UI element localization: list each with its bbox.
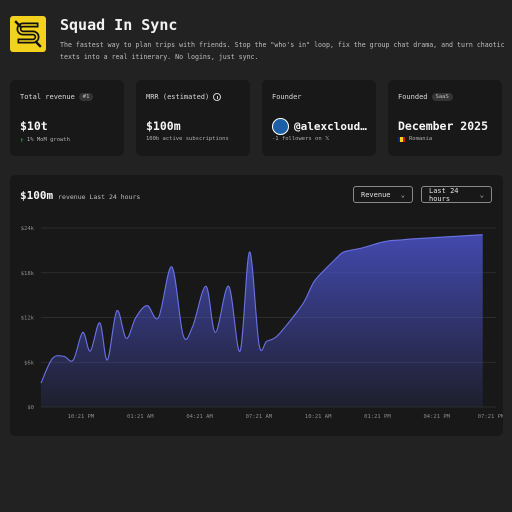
chevron-down-icon: ⌄ — [400, 190, 405, 199]
x-tick-label: 07:21 PM — [478, 414, 503, 420]
arrow-up-icon: ↑ — [20, 136, 24, 144]
revenue-line — [40, 234, 483, 384]
y-tick-label: $24k — [21, 226, 35, 232]
rank-badge: #1 — [78, 93, 94, 101]
x-tick-label: 10:21 PM — [68, 414, 95, 420]
country-text: Romania — [409, 136, 433, 142]
total-revenue-card: Total revenue #1 $10t ↑ 1% MoM growth — [10, 80, 124, 156]
x-tick-label: 04:21 AM — [186, 414, 213, 420]
y-tick-label: $12k — [21, 316, 35, 322]
followers-text: -1 followers on 𝕏 — [272, 136, 330, 142]
total-revenue-label: Total revenue — [20, 93, 75, 101]
avatar[interactable] — [272, 118, 289, 135]
revenue-area-chart[interactable]: $0 $6k $12k $18k $24k 10:21 PM 01:21 AM 04:21 A… — [10, 175, 503, 436]
x-tick-label: 01:21 AM — [127, 414, 154, 420]
x-tick-label: 01:21 PM — [364, 414, 391, 420]
metric-select-value: Revenue — [361, 190, 391, 199]
mrr-value: $100m — [146, 119, 181, 133]
revenue-chart-panel: $100m revenue Last 24 hours Revenue ⌄ La… — [10, 175, 503, 436]
x-tick-label: 10:21 AM — [305, 414, 332, 420]
app-description: The fastest way to plan trips with frien… — [60, 41, 505, 62]
founder-row[interactable]: @alexcloudstar — [272, 118, 370, 135]
y-tick-label: $0 — [27, 405, 34, 411]
category-badge[interactable]: SaaS — [431, 93, 453, 101]
total-revenue-value: $10t — [20, 119, 48, 133]
mrr-label: MRR (estimated) — [146, 93, 210, 101]
total-revenue-label-row: Total revenue #1 — [20, 93, 94, 101]
y-tick-label: $18k — [21, 271, 35, 277]
founder-card: Founder @alexcloudstar -1 followers on 𝕏 — [262, 80, 376, 156]
mrr-label-row: MRR (estimated) — [146, 93, 222, 101]
range-select-value: Last 24 hours — [429, 186, 459, 203]
chart-header: $100m revenue Last 24 hours — [20, 189, 140, 202]
app-header: Squad In Sync The fastest way to plan tr… — [10, 14, 505, 64]
founded-date: December 2025 — [398, 119, 489, 133]
x-tick-label: 04:21 PM — [423, 414, 450, 420]
romania-flag-icon — [398, 136, 405, 142]
squad-logo-icon — [14, 20, 42, 48]
founder-label: Founder — [272, 93, 302, 101]
chevron-down-icon: ⌄ — [479, 190, 484, 199]
founded-card: Founded SaaS December 2025 Romania — [388, 80, 502, 156]
range-select[interactable]: Last 24 hours ⌄ — [421, 186, 492, 203]
mrr-card: MRR (estimated) $100m 100b active subscr… — [136, 80, 250, 156]
revenue-area — [41, 234, 483, 407]
founded-label: Founded — [398, 93, 428, 101]
x-tick-label: 07:21 AM — [246, 414, 273, 420]
growth-text: 1% MoM growth — [26, 137, 70, 143]
chart-caption: revenue Last 24 hours — [58, 193, 141, 201]
y-tick-label: $6k — [24, 360, 35, 366]
app-title: Squad In Sync — [60, 16, 178, 34]
app-logo — [10, 16, 46, 52]
metric-select[interactable]: Revenue ⌄ — [353, 186, 413, 203]
growth-row: ↑ 1% MoM growth — [20, 136, 70, 144]
subscriptions-text: 100b active subscriptions — [146, 136, 229, 142]
founder-handle[interactable]: @alexcloudstar — [294, 120, 370, 133]
country-row: Romania — [398, 136, 432, 142]
info-icon[interactable] — [213, 93, 222, 101]
chart-revenue-value: $100m — [20, 189, 54, 202]
founded-label-row: Founded SaaS — [398, 93, 453, 101]
